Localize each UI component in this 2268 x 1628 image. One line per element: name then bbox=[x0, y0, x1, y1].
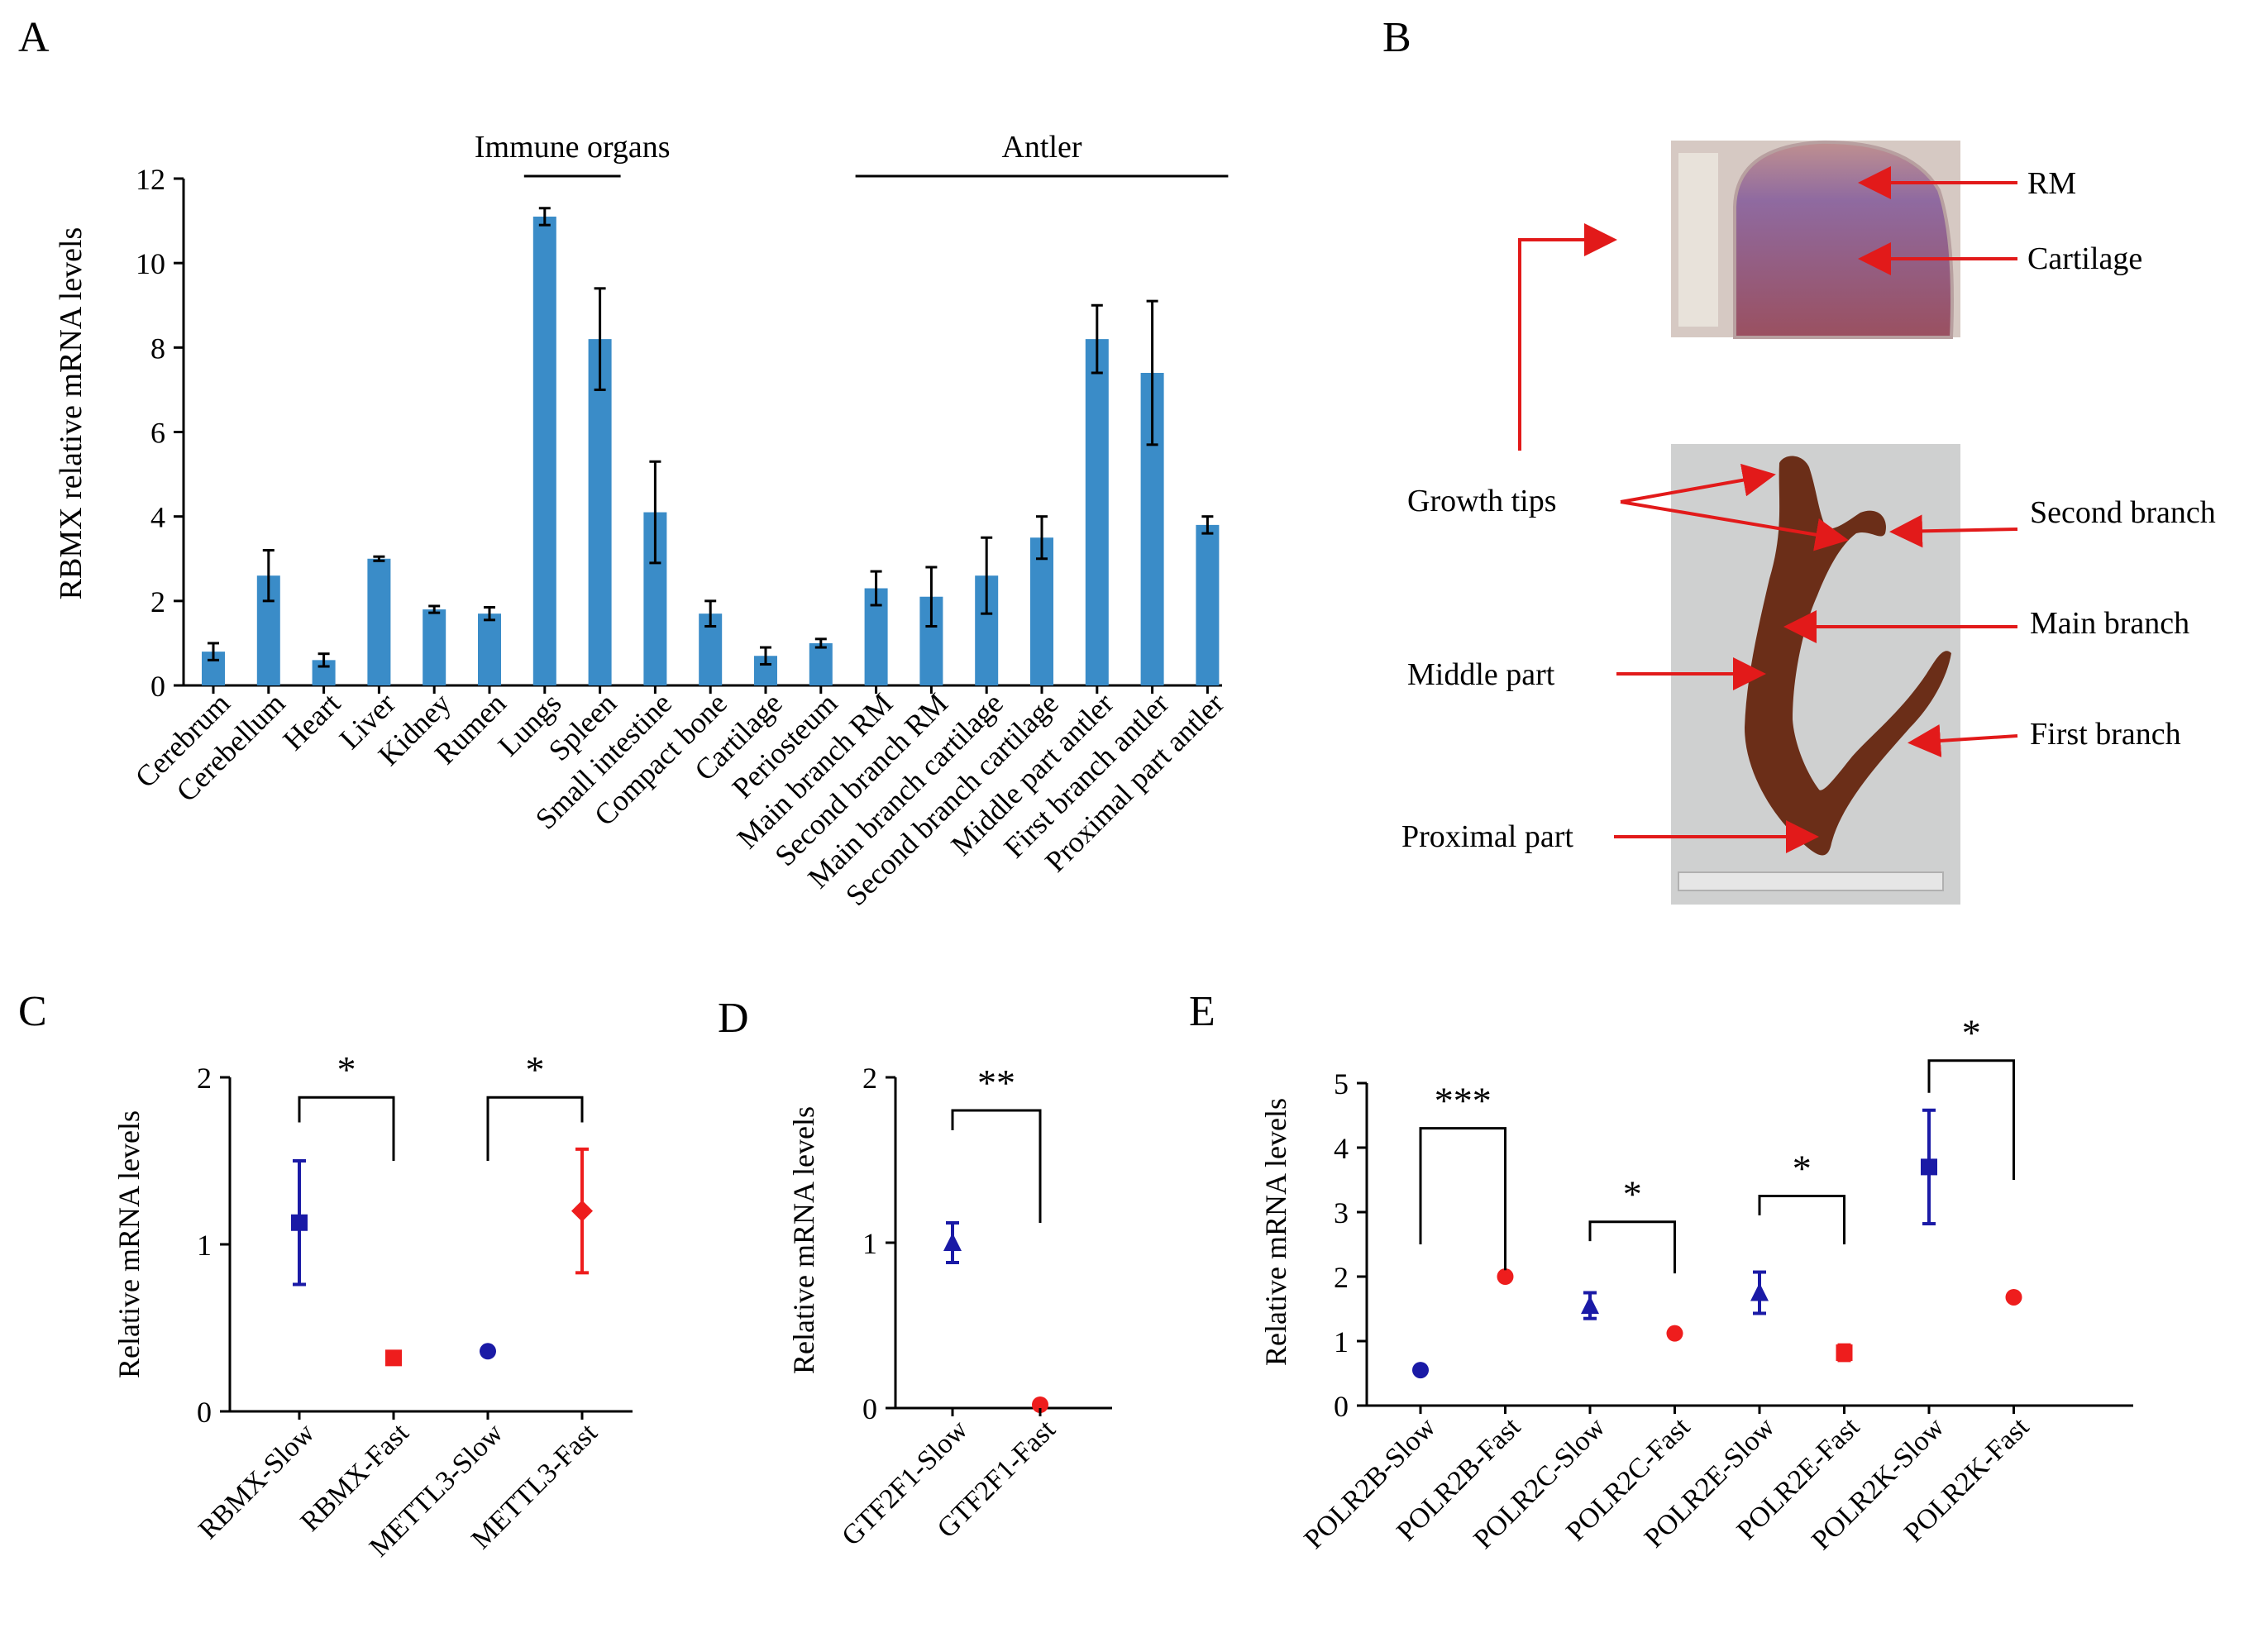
significance-bracket-c-0 bbox=[298, 1096, 395, 1161]
data-point-e-1 bbox=[1497, 1268, 1514, 1285]
chart-a-ytick-label: 0 bbox=[150, 670, 165, 703]
data-point-e-3 bbox=[1666, 1325, 1683, 1342]
chart-c-ylabel: Relative mRNA levels bbox=[112, 1110, 146, 1378]
label-main-branch: Main branch bbox=[2030, 606, 2189, 641]
significance-bracket-e-3 bbox=[1927, 1059, 2015, 1180]
data-point-d-1 bbox=[1032, 1396, 1048, 1413]
significance-label-e-2: * bbox=[1793, 1148, 1812, 1190]
chart-e-ytick-label: 2 bbox=[1334, 1261, 1349, 1294]
chart-a-ytick-label: 2 bbox=[150, 585, 165, 618]
chart-d-ytick-label: 2 bbox=[862, 1062, 877, 1095]
bar-6 bbox=[532, 216, 556, 686]
chart-a-ytick-label: 10 bbox=[136, 247, 165, 280]
significance-label-e-3: * bbox=[1962, 1012, 1981, 1054]
label-proximal-part: Proximal part bbox=[1401, 819, 1573, 854]
label-cartilage: Cartilage bbox=[2027, 241, 2142, 276]
data-point-e-2 bbox=[1581, 1296, 1599, 1315]
significance-bracket-c-1 bbox=[486, 1096, 584, 1161]
data-point-d-0 bbox=[943, 1233, 962, 1251]
chart-a-category-label: Heart bbox=[276, 686, 346, 757]
data-point-c-1 bbox=[385, 1349, 402, 1367]
chart-c-ytick-label: 0 bbox=[197, 1396, 212, 1429]
data-point-e-4 bbox=[1750, 1282, 1769, 1301]
chart-a-ytick-label: 4 bbox=[150, 501, 165, 534]
chart-a-ytick-label: 6 bbox=[150, 417, 165, 450]
data-point-c-2 bbox=[480, 1343, 496, 1360]
bar-7 bbox=[588, 339, 612, 685]
arrow-growth-tip-1 bbox=[1620, 463, 1776, 504]
arrow-second-branch bbox=[1889, 514, 2018, 548]
bar-5 bbox=[478, 613, 501, 685]
bar-4 bbox=[423, 609, 446, 685]
scatter-chart-polr2: Relative mRNA levels 012345POLR2B-SlowPO… bbox=[1259, 1012, 2133, 1556]
panel-label-b: B bbox=[1382, 14, 1411, 61]
chart-d-ytick-label: 0 bbox=[862, 1392, 877, 1425]
bar-16 bbox=[1085, 339, 1109, 685]
scatter-chart-rbmx-mettl3: Relative mRNA levels 012RBMX-SlowRBMX-Fa… bbox=[112, 1048, 633, 1563]
antler-tip-section bbox=[1733, 140, 1954, 339]
panel-label-c: C bbox=[18, 988, 47, 1035]
significance-label-c-0: * bbox=[337, 1048, 356, 1091]
antler-photo-panel: RM Cartilage Growth tips Second branch M… bbox=[1401, 140, 2216, 905]
chart-a-ylabel: RBMX relative mRNA levels bbox=[54, 227, 88, 600]
chart-d-ytick-label: 1 bbox=[862, 1227, 877, 1260]
significance-bracket-d-0 bbox=[951, 1109, 1042, 1223]
chart-e-ytick-label: 4 bbox=[1334, 1132, 1349, 1165]
significance-label-e-1: * bbox=[1623, 1173, 1642, 1215]
label-second-branch: Second branch bbox=[2030, 495, 2216, 530]
chart-c-ytick-label: 2 bbox=[197, 1062, 212, 1095]
label-first-branch: First branch bbox=[2030, 717, 2181, 752]
chart-c-ytick-label: 1 bbox=[197, 1229, 212, 1262]
bar-3 bbox=[367, 558, 391, 685]
group-label-0: Immune organs bbox=[475, 130, 671, 165]
data-point-e-0 bbox=[1412, 1362, 1429, 1379]
chart-a-ytick-label: 12 bbox=[136, 163, 165, 196]
panel-label-d: D bbox=[718, 995, 749, 1042]
significance-bracket-e-2 bbox=[1758, 1195, 1845, 1244]
chart-e-ytick-label: 1 bbox=[1334, 1325, 1349, 1358]
significance-bracket-e-1 bbox=[1588, 1220, 1676, 1274]
chart-c-category-label: RBMX-Slow bbox=[193, 1417, 321, 1545]
data-point-c-3 bbox=[571, 1200, 593, 1222]
arrow-growth-tip-2 bbox=[1620, 500, 1849, 551]
arrow-growth-tip-link bbox=[1518, 223, 1617, 451]
bar-11 bbox=[809, 642, 833, 685]
measuring-ruler bbox=[1678, 871, 1944, 891]
significance-label-c-1: * bbox=[526, 1048, 545, 1091]
group-label-1: Antler bbox=[1001, 130, 1081, 165]
data-point-e-7 bbox=[2005, 1288, 2022, 1306]
bar-15 bbox=[1030, 537, 1053, 685]
chart-e-ytick-label: 0 bbox=[1334, 1390, 1349, 1423]
label-middle-part: Middle part bbox=[1407, 657, 1555, 692]
data-point-e-5 bbox=[1836, 1344, 1853, 1362]
significance-label-e-0: *** bbox=[1435, 1080, 1492, 1122]
significance-bracket-e-0 bbox=[1419, 1127, 1506, 1271]
panel-label-e: E bbox=[1189, 988, 1215, 1035]
chart-e-ytick-label: 3 bbox=[1334, 1196, 1349, 1229]
label-growth-tips: Growth tips bbox=[1407, 484, 1557, 518]
arrow-first-branch bbox=[1908, 723, 2018, 757]
bar-18 bbox=[1196, 524, 1220, 685]
antler-shape bbox=[1745, 456, 1951, 856]
chart-e-ylabel: Relative mRNA levels bbox=[1259, 1098, 1292, 1366]
significance-label-d-0: ** bbox=[977, 1062, 1015, 1104]
scatter-chart-gtf2f1: Relative mRNA levels 012GTF2F1-SlowGTF2F… bbox=[787, 1062, 1112, 1552]
chart-e-ytick-label: 5 bbox=[1334, 1067, 1349, 1100]
label-rm: RM bbox=[2027, 166, 2076, 201]
chart-a-ytick-label: 8 bbox=[150, 332, 165, 365]
data-point-e-6 bbox=[1921, 1158, 1937, 1176]
data-point-c-0 bbox=[291, 1214, 308, 1231]
panel-label-a: A bbox=[18, 14, 50, 61]
chart-d-ylabel: Relative mRNA levels bbox=[787, 1106, 820, 1374]
ruler-strip bbox=[1678, 153, 1718, 327]
